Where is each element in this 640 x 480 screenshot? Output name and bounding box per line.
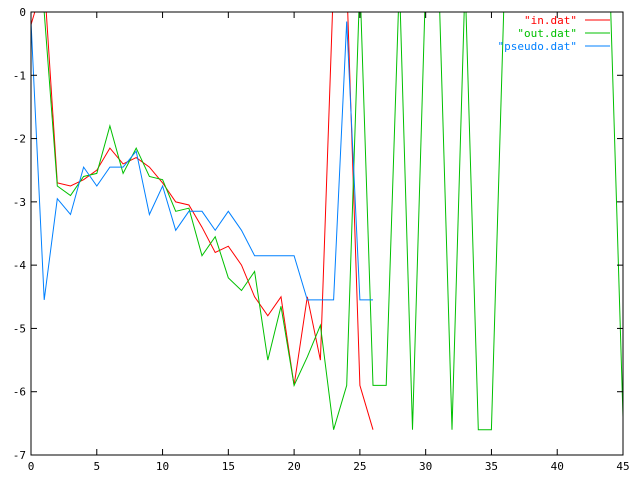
tick-layer: 0 5 10 15 20 25 30 35 40 45 0 -1 -2 -3 -4 -5 -6 -7 bbox=[13, 6, 630, 473]
y-tick-label: -4 bbox=[13, 259, 27, 272]
x-tick-label: 10 bbox=[156, 460, 169, 473]
x-tick-label: 40 bbox=[551, 460, 564, 473]
y-tick-label: -7 bbox=[13, 449, 26, 462]
series-line-1 bbox=[43, 12, 623, 431]
series-layer bbox=[31, 12, 623, 431]
x-tick-label: 20 bbox=[287, 460, 300, 473]
y-tick-label: -1 bbox=[13, 69, 26, 82]
y-tick-label: 0 bbox=[19, 6, 26, 19]
legend-label: "out.dat" bbox=[517, 27, 577, 40]
series-line-0 bbox=[31, 12, 374, 430]
x-tick-label: 45 bbox=[616, 460, 629, 473]
legend-label: "in.dat" bbox=[524, 14, 577, 27]
x-tick-label: 0 bbox=[28, 460, 35, 473]
x-tick-label: 35 bbox=[485, 460, 498, 473]
y-tick-label: -5 bbox=[13, 322, 26, 335]
legend: "in.dat""out.dat""pseudo.dat" bbox=[498, 14, 610, 53]
series-line-2 bbox=[31, 21, 373, 301]
y-tick-label: -6 bbox=[13, 386, 26, 399]
y-tick-label: -2 bbox=[13, 133, 26, 146]
y-tick-label: -3 bbox=[13, 196, 26, 209]
x-tick-label: 15 bbox=[222, 460, 235, 473]
x-tick-label: 25 bbox=[353, 460, 366, 473]
legend-label: "pseudo.dat" bbox=[498, 40, 577, 53]
plot-frame bbox=[30, 11, 624, 456]
x-tick-label: 5 bbox=[93, 460, 100, 473]
x-tick-label: 30 bbox=[419, 460, 432, 473]
